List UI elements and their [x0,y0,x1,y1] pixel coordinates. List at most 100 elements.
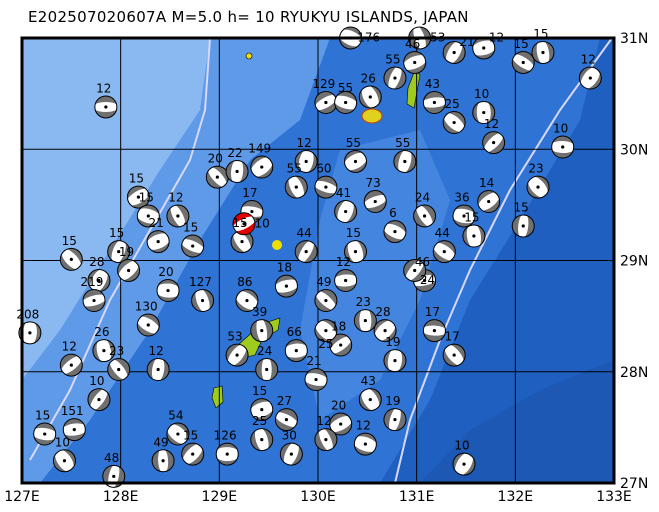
mechanism-outline [531,40,555,64]
focal-mechanism [166,204,190,228]
focal-mechanism [393,148,417,175]
t-axis-dot [452,120,456,125]
t-axis-dot [104,105,108,109]
t-axis-dot [260,328,264,333]
mechanism-outline [422,91,446,115]
focal-mechanism [471,36,497,60]
focal-mechanism [578,66,602,90]
depth-label: 15 [183,429,198,443]
t-axis-dot [363,318,367,323]
lat-tick-label: 28N [620,365,648,381]
mechanism-outline [334,269,358,293]
mechanism-outline [393,149,417,173]
mechanism-outline [294,149,318,173]
mechanism-outline [383,66,407,90]
t-axis-dot [324,298,328,303]
mechanism-outline [215,442,239,466]
mechanism-outline [403,50,427,74]
sea-shallow [22,38,210,380]
mechanism-outline [343,240,367,264]
focal-mechanism [135,204,161,228]
focal-mechanism [343,239,367,265]
t-axis-dot [452,50,456,55]
focal-mechanism [230,230,254,254]
focal-mechanism [432,240,456,264]
lon-tick-label: 129E [202,489,238,505]
depth-label: 15 [346,226,361,240]
t-axis-dot [284,284,289,288]
lat-tick-label: 27N [620,476,648,492]
mechanism-outline [329,412,353,436]
mechanism-outline [151,449,175,473]
depth-label: 10 [89,374,104,388]
focal-mechanism [526,175,550,199]
t-axis-dot [442,250,446,254]
mechanism-outline [403,259,427,283]
t-axis-dot [146,323,150,327]
mechanism-outline [146,230,170,254]
focal-mechanism [294,240,318,264]
target-focal-mechanism [232,212,256,236]
depth-label: 21 [459,35,474,49]
mechanism-outline [462,224,486,248]
t-axis-dot [393,417,397,422]
depth-label: 25 [252,414,267,428]
focal-mechanism [250,318,274,344]
t-axis-dot [536,185,540,189]
mechanism-outline [107,240,131,264]
depth-label: 15 [35,409,50,423]
depth-label: 53 [227,330,242,344]
t-axis-dot [284,417,289,422]
depth-label: 10 [553,122,568,136]
mechanism-outline [102,464,126,488]
mechanism-outline [166,422,190,446]
depth-label: 44 [435,226,450,240]
mechanism-outline [373,319,397,343]
mechanism-outline [191,289,215,313]
depth-label: 130 [135,300,158,314]
depth-label: 20 [331,399,346,413]
focal-mechanism [422,91,447,115]
t-axis-dot [304,159,308,164]
focal-mechanism [382,220,407,244]
focal-mechanism [273,274,300,298]
t-axis-dot [260,407,264,412]
depth-label: 24 [420,273,435,287]
focal-mechanism [451,204,477,228]
depth-label: 176 [357,31,380,45]
t-axis-dot [235,353,239,357]
t-axis-dot [191,244,195,248]
t-axis-dot [541,50,545,55]
depth-label: 21 [306,354,321,368]
t-axis-dot [240,239,244,244]
depth-label: 10 [454,439,469,453]
depth-label: 20 [208,152,223,166]
focal-mechanism [362,190,388,214]
t-axis-dot [324,328,328,333]
mechanism-outline [442,343,466,367]
focal-mechanism [107,358,131,382]
mechanism-outline [87,388,111,412]
depth-label: 36 [454,191,469,205]
depth-label: 15 [252,384,267,398]
t-axis-dot [422,278,427,283]
focal-mechanism [442,343,466,367]
t-axis-dot [126,268,131,273]
mechanism-outline [33,422,57,446]
focal-mechanism [94,95,118,119]
depth-label: 30 [282,429,297,443]
t-axis-dot [393,76,397,80]
depth-label: 12 [62,340,77,354]
mechanism-outline [477,190,501,214]
depth-label: 15 [514,201,529,215]
t-axis-dot [452,353,456,357]
focal-mechanism [59,247,83,271]
depth-label: 25 [318,337,333,351]
focal-mechanism [551,135,575,159]
t-axis-dot [492,140,496,145]
focal-mechanism [531,39,555,66]
depth-label: 12 [296,136,311,150]
mechanism-outline [511,214,535,238]
mechanism-outline [314,319,338,343]
mechanism-outline [94,95,118,119]
